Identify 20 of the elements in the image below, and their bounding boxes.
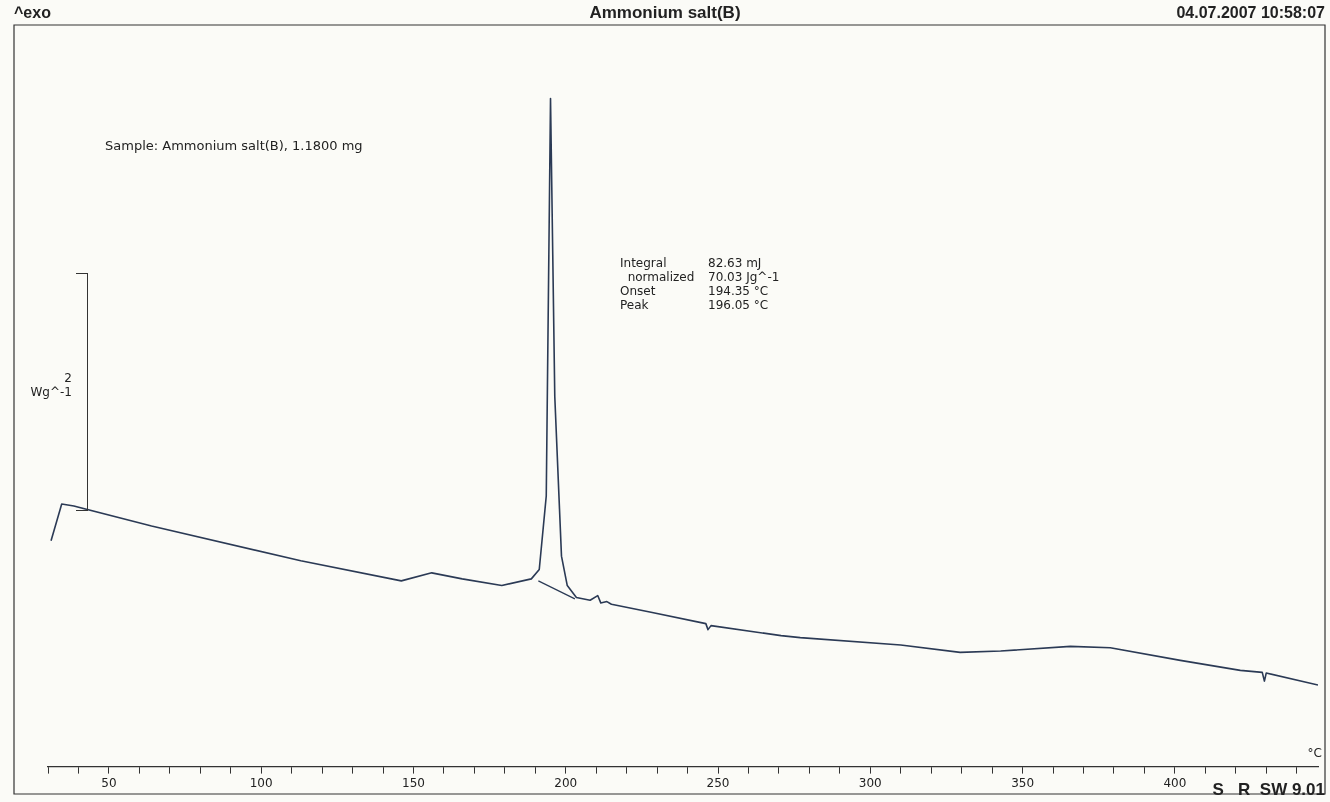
annotation: 2 <box>64 371 72 385</box>
x-tick-label: 350 <box>1011 775 1035 790</box>
text: ^exo <box>14 4 52 21</box>
x-tick-label: 200 <box>554 775 578 790</box>
annotation: Sample: Ammonium salt(B), 1.1800 mg <box>105 138 363 153</box>
text: Integral 82.63 mJ <box>620 256 762 270</box>
x-tick-label: 400 <box>1163 775 1187 790</box>
text: Peak 196.05 °C <box>620 298 769 312</box>
annotation: normalized 70.03 Jg^-1 <box>620 270 780 284</box>
x-tick-label: 100 <box>249 775 273 790</box>
x-tick-label: 150 <box>402 775 425 790</box>
text: S R SW 9.01 <box>1212 780 1325 799</box>
x-tick-label: 50 <box>101 775 117 790</box>
y-axis-title: Wg^-1 <box>30 385 72 399</box>
x-axis-title: °C <box>1307 746 1322 760</box>
text: 04.07.2007 10:58:07 <box>1176 4 1326 21</box>
text: Onset 194.35 °C <box>620 284 769 298</box>
x-tick-label: 300 <box>858 775 882 790</box>
chart-title: Ammonium salt(B) <box>589 3 741 22</box>
x-tick-label: 250 <box>706 775 730 790</box>
